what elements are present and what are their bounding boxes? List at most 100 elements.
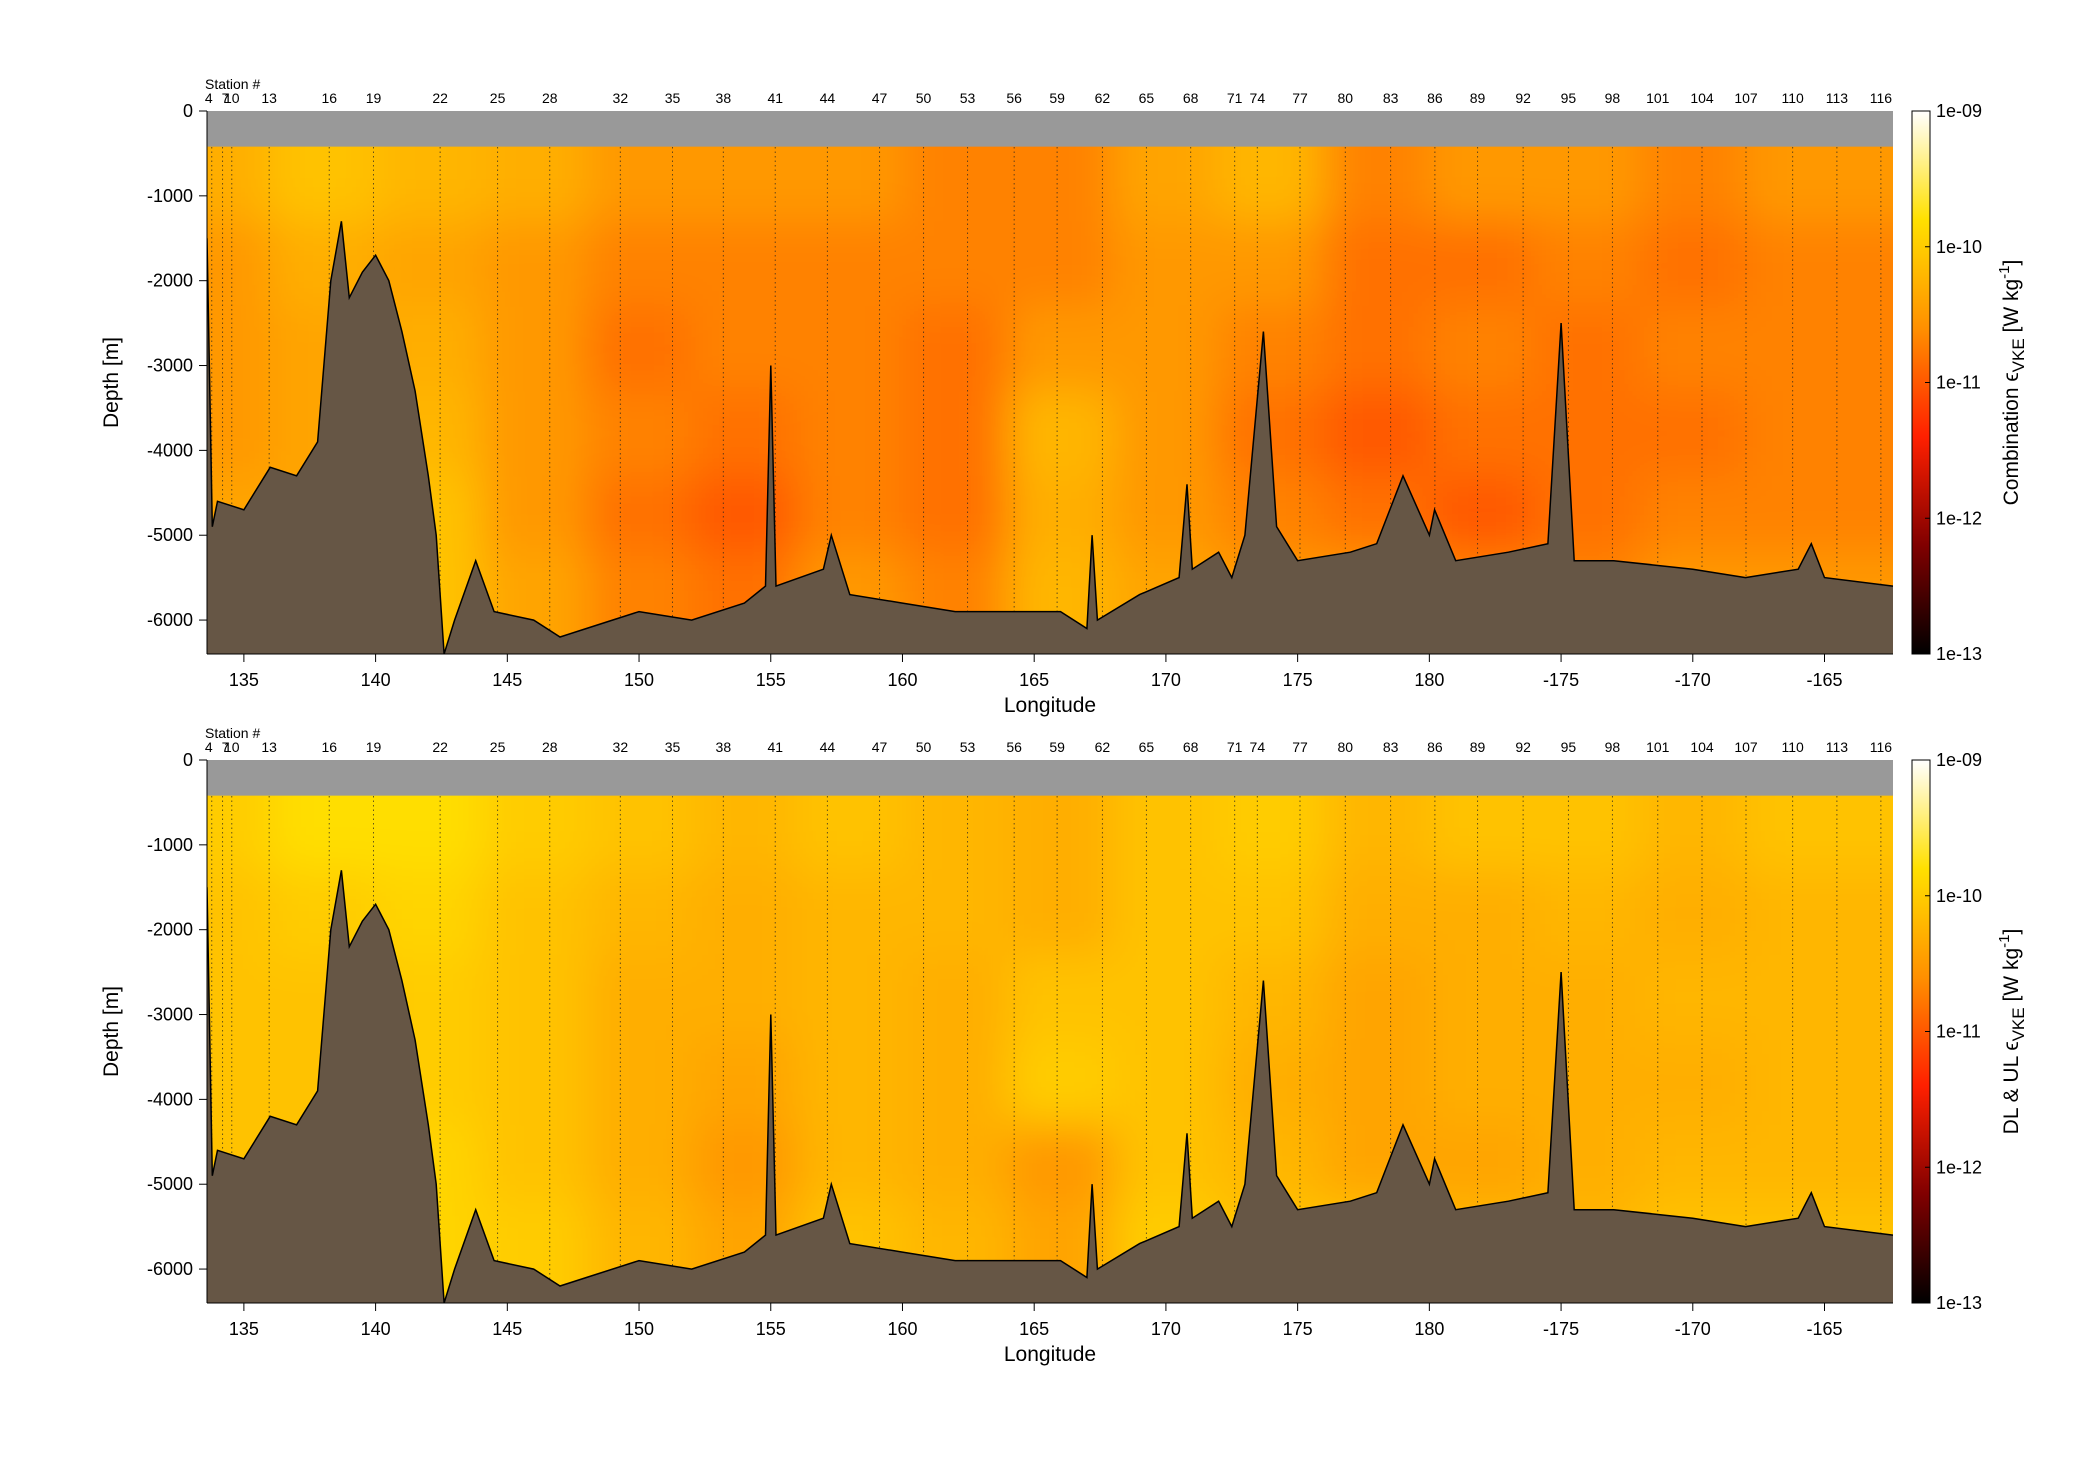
station-label: 4 — [205, 90, 213, 106]
station-label: 98 — [1605, 739, 1621, 755]
station-label: 32 — [613, 90, 629, 106]
heatmap-cell — [586, 870, 693, 957]
x-tick-label: 150 — [624, 670, 654, 690]
station-label: 47 — [872, 90, 888, 106]
y-tick-label: 0 — [183, 750, 193, 770]
label-part: ] — [2000, 260, 2023, 266]
station-label: 95 — [1561, 90, 1577, 106]
heatmap-cell — [1534, 870, 1642, 957]
label-sup: -1 — [1996, 935, 2013, 948]
heatmap-cell — [586, 306, 693, 392]
heatmap-cell — [691, 1039, 799, 1126]
heatmap-cell — [797, 390, 904, 477]
heatmap-cell — [1113, 955, 1220, 1041]
colorbar-label: Combination ϵVKE [W kg-1] — [1996, 260, 2028, 506]
y-tick-label: -1000 — [147, 835, 193, 855]
heatmap-cell — [902, 475, 1009, 554]
heatmap-cell — [1534, 955, 1642, 1041]
station-label: 62 — [1095, 90, 1111, 106]
heatmap-cell — [1534, 306, 1642, 392]
station-label: 35 — [665, 739, 681, 755]
x-tick-label: 140 — [361, 1319, 391, 1339]
heatmap-cell — [797, 870, 904, 957]
heatmap-cell — [1429, 221, 1536, 308]
x-tick-label: 160 — [887, 670, 917, 690]
station-label: 98 — [1605, 90, 1621, 106]
x-tick-label: 165 — [1019, 670, 1049, 690]
heatmap-cell — [1534, 1039, 1642, 1126]
station-label: 59 — [1049, 739, 1065, 755]
x-tick-label: 170 — [1151, 1319, 1181, 1339]
y-tick-label: -1000 — [147, 186, 193, 206]
station-label: 13 — [261, 90, 277, 106]
station-label: 38 — [716, 739, 732, 755]
x-tick-label: 135 — [229, 670, 259, 690]
label-part: [W kg — [2000, 279, 2023, 339]
x-tick-label: -165 — [1806, 1319, 1842, 1339]
heatmap-cell — [1745, 870, 1893, 957]
heatmap-cell — [902, 390, 1009, 477]
heatmap-clip — [207, 760, 1893, 1303]
x-tick-label: 145 — [492, 1319, 522, 1339]
heatmap-cell — [1640, 870, 1747, 957]
label-part: [W kg — [2000, 948, 2023, 1008]
heatmap-cell — [1218, 955, 1325, 1041]
heatmap-cell — [480, 221, 588, 308]
station-label: 13 — [261, 739, 277, 755]
station-title: Station # — [205, 725, 260, 741]
station-label: 25 — [490, 90, 506, 106]
heatmap-cell — [207, 955, 272, 1041]
station-label: 50 — [916, 90, 932, 106]
station-label: 101 — [1646, 90, 1670, 106]
x-tick-label: -170 — [1675, 1319, 1711, 1339]
station-label: 10 — [224, 739, 240, 755]
station-label: 116 — [1870, 90, 1893, 106]
heatmap-cell — [1323, 1039, 1431, 1126]
heatmap-cell — [691, 955, 799, 1041]
station-label: 7 — [222, 739, 230, 755]
seafloor-fill — [207, 870, 1893, 1303]
y-tick-label: -4000 — [147, 1089, 193, 1109]
y-tick-label: -3000 — [147, 1005, 193, 1025]
heatmap-cell — [1429, 955, 1536, 1041]
heatmap-cell — [1429, 1039, 1536, 1126]
station-label: 38 — [716, 90, 732, 106]
station-label: 19 — [366, 90, 382, 106]
heatmap-cell — [797, 955, 904, 1041]
heatmap-cell — [207, 306, 272, 392]
label-part: DL & UL ϵ — [2000, 1041, 2023, 1134]
heatmap-cell — [691, 870, 799, 957]
heatmap-cell — [902, 1124, 1009, 1203]
station-label: 50 — [916, 739, 932, 755]
y-tick-label: -5000 — [147, 525, 193, 545]
station-label: 104 — [1690, 90, 1714, 106]
x-tick-label: -175 — [1543, 670, 1579, 690]
station-label: 86 — [1427, 90, 1443, 106]
heatmap-cell — [1745, 221, 1893, 308]
heatmap-cell — [1113, 870, 1220, 957]
y-tick-label: -6000 — [147, 610, 193, 630]
station-label: 65 — [1139, 90, 1155, 106]
heatmap-cell — [1745, 306, 1893, 392]
colorbar-tick-label: 1e-10 — [1936, 237, 1982, 257]
heatmap-cell — [586, 1124, 693, 1203]
heatmap-cell — [375, 870, 482, 957]
heatmap-cell — [1007, 221, 1115, 308]
x-tick-label: 175 — [1283, 670, 1313, 690]
heatmap-cell — [797, 306, 904, 392]
x-tick-label: -175 — [1543, 1319, 1579, 1339]
no-data-band — [207, 760, 1893, 796]
heatmap-cell — [1323, 390, 1431, 477]
heatmap-cell — [207, 870, 272, 957]
colorbar-tick-label: 1e-12 — [1936, 1157, 1982, 1177]
colorbar-tick-label: 1e-13 — [1936, 644, 1982, 664]
station-label: 107 — [1734, 90, 1758, 106]
station-label: 83 — [1383, 739, 1399, 755]
heatmap-cell — [1640, 306, 1747, 392]
station-label: 68 — [1183, 739, 1199, 755]
station-label: 28 — [542, 90, 558, 106]
station-label: 65 — [1139, 739, 1155, 755]
x-tick-label: 140 — [361, 670, 391, 690]
station-label: 116 — [1870, 739, 1893, 755]
